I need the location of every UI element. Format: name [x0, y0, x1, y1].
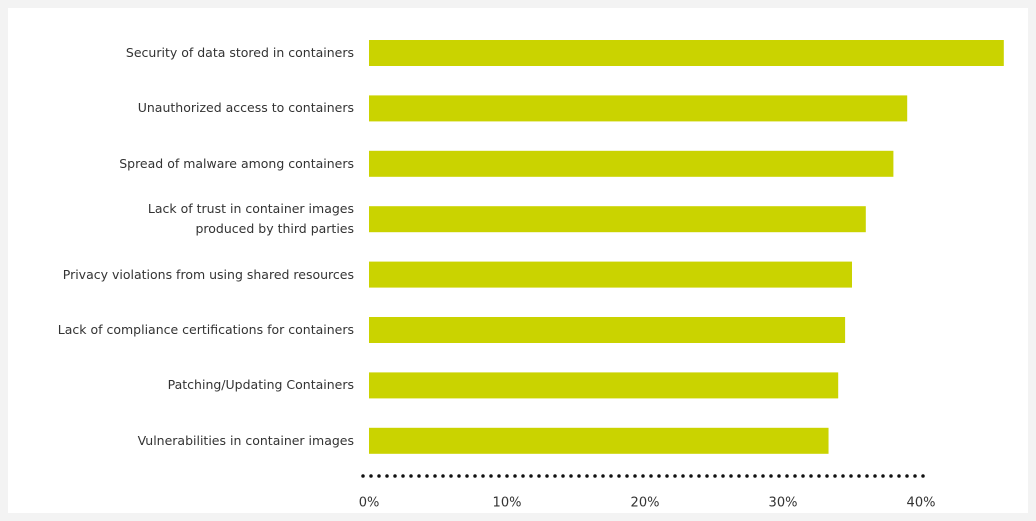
x-tick-label: 20%	[631, 496, 660, 511]
x-tick-label: 0%	[359, 496, 380, 511]
y-tick-label: Lack of compliance certifications for co…	[57, 322, 354, 337]
bar	[369, 372, 839, 399]
y-tick-label: Lack of trust in container images produc…	[147, 201, 354, 237]
y-tick-label: Vulnerabilities in container images	[137, 432, 354, 448]
bar	[369, 150, 894, 177]
bar	[369, 95, 908, 122]
bar	[369, 317, 846, 343]
bar	[369, 206, 866, 233]
y-tick-label: Unauthorized access to containers	[137, 100, 354, 116]
bar	[369, 427, 829, 454]
bar	[369, 40, 1004, 66]
bar	[369, 261, 852, 288]
x-tick-label: 30%	[769, 496, 798, 511]
y-tick-label: Privacy violations from using shared res…	[62, 266, 354, 282]
x-tick-label: 10%	[493, 496, 522, 511]
y-tick-label: Security of data stored in containers	[125, 45, 354, 60]
y-tick-label: Patching/Updating Containers	[167, 377, 354, 393]
y-tick-label: Spread of malware among containers	[119, 155, 354, 171]
x-tick-label: 40%	[907, 496, 936, 511]
